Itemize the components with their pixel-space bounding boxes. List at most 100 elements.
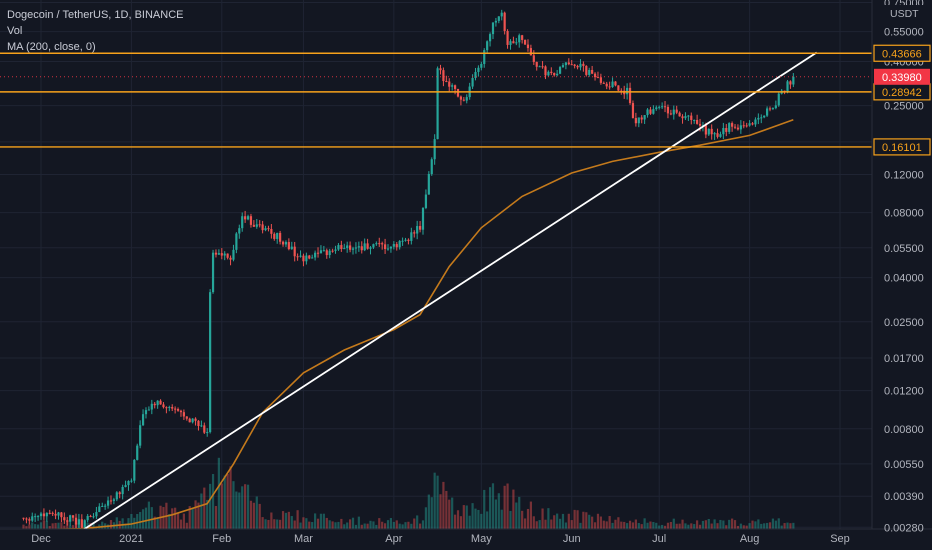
volume-bar	[780, 525, 783, 529]
volume-bar	[748, 523, 751, 529]
volume-bar	[42, 520, 46, 529]
volume-bar	[232, 481, 235, 529]
candle-body	[217, 253, 220, 255]
candle-body	[302, 255, 305, 262]
candle-body	[789, 81, 792, 85]
candle-body	[739, 125, 742, 130]
volume-bar	[325, 517, 328, 529]
candle-body	[424, 194, 428, 208]
volume-bar	[480, 513, 483, 529]
volume-bar	[462, 505, 465, 529]
volume-bar	[465, 505, 468, 529]
volume-bar	[561, 513, 565, 529]
volume-bar	[722, 520, 725, 529]
candle-body	[410, 232, 413, 241]
volume-bar	[471, 503, 474, 529]
volume-bar	[63, 525, 66, 529]
volume-bar	[395, 520, 398, 529]
volume-bar	[45, 520, 48, 529]
candle-body	[191, 418, 194, 423]
volume-bar	[293, 520, 296, 529]
volume-bar	[488, 487, 492, 529]
candle-body	[331, 250, 334, 252]
candle-body	[614, 81, 617, 86]
candle-body	[445, 81, 448, 83]
volume-bar	[786, 522, 789, 529]
candle-body	[687, 115, 690, 117]
volume-indicator-label[interactable]: Vol	[7, 25, 23, 37]
volume-bar	[599, 516, 602, 529]
chart-title[interactable]: Dogecoin / TetherUS, 1D, BINANCE	[7, 9, 184, 21]
volume-bar	[547, 508, 550, 529]
y-tick-label: 0.00280	[884, 522, 924, 534]
volume-bar	[281, 511, 285, 529]
volume-bar	[512, 489, 515, 529]
candle-body	[646, 109, 649, 116]
volume-bar	[115, 517, 118, 529]
x-tick-label: Feb	[212, 533, 231, 545]
candle-body	[139, 425, 142, 446]
candle-body	[144, 410, 148, 415]
volume-bar	[328, 520, 331, 529]
y-tick-label: 0.75000	[884, 0, 924, 9]
volume-bar	[553, 515, 556, 529]
candle-body	[92, 516, 95, 518]
volume-bar	[322, 513, 325, 529]
candle-body	[506, 31, 509, 45]
candle-body	[98, 506, 101, 513]
volume-bar	[614, 519, 617, 529]
candle-body	[579, 63, 582, 68]
volume-bar	[733, 520, 737, 529]
candle-body	[223, 253, 226, 256]
volume-bar	[416, 515, 419, 529]
candle-body	[258, 224, 261, 226]
candle-body	[474, 71, 477, 78]
volume-bar	[777, 518, 780, 529]
candle-body	[430, 159, 433, 175]
candle-body	[200, 425, 203, 427]
candle-body	[745, 125, 748, 127]
candle-body	[276, 232, 279, 239]
volume-bar	[474, 508, 477, 529]
ma-indicator-label[interactable]: MA (200, close, 0)	[7, 41, 96, 53]
candle-body	[383, 244, 387, 250]
candle-body	[89, 515, 92, 517]
candle-body	[267, 228, 270, 230]
candle-body	[165, 407, 168, 409]
volume-bar	[220, 483, 223, 529]
candle-body	[707, 128, 710, 135]
candle-body	[279, 232, 282, 242]
candle-body	[168, 406, 171, 408]
candle-body	[106, 500, 110, 506]
candle-body	[710, 128, 713, 135]
volume-bar	[698, 524, 702, 529]
candle-body	[244, 216, 247, 220]
volume-bar	[771, 518, 775, 529]
candle-body	[681, 116, 684, 119]
candle-body	[209, 292, 212, 433]
volume-bar	[655, 522, 658, 529]
volume-bar	[261, 517, 264, 529]
trend-line	[81, 51, 818, 532]
volume-bar	[451, 497, 454, 529]
candle-body	[719, 134, 722, 137]
volume-bar	[623, 521, 626, 529]
volume-bar	[421, 520, 425, 529]
volume-bar	[789, 523, 792, 529]
volume-bar	[486, 511, 489, 529]
candle-body	[643, 115, 646, 120]
candle-body	[427, 174, 430, 195]
candle-body	[25, 518, 28, 520]
volume-bar	[608, 516, 611, 529]
volume-bar	[707, 518, 710, 529]
candle-body	[760, 117, 763, 119]
candle-body	[273, 233, 276, 239]
volume-bar	[54, 522, 57, 529]
candle-body	[287, 242, 290, 250]
candle-body	[45, 512, 48, 517]
volume-bar	[357, 516, 360, 529]
y-tick-label: 0.00550	[884, 459, 924, 471]
candle-body	[433, 139, 436, 160]
volume-bar	[34, 524, 37, 529]
